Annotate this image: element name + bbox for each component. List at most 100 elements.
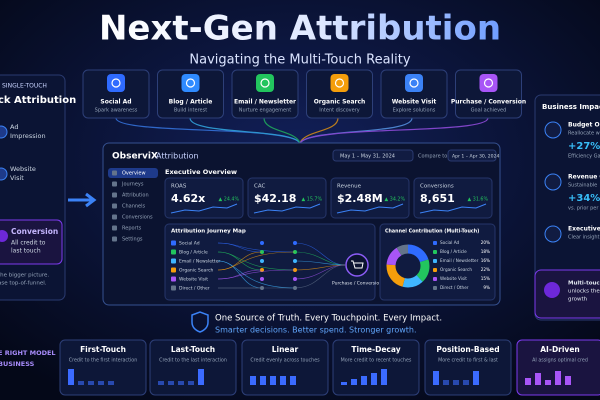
channel-dot bbox=[171, 249, 176, 255]
nav-item: Reports bbox=[122, 226, 142, 232]
journey-link bbox=[217, 269, 296, 280]
callout-line: Multi-touch bbox=[568, 281, 600, 287]
tagline-sub: Smarter decisions. Better spend. Stronge… bbox=[215, 326, 417, 335]
touchpoint-title: Website Visit bbox=[392, 99, 437, 106]
nav-item: Channels bbox=[122, 204, 146, 210]
icon-glyph bbox=[260, 78, 270, 88]
journey-node bbox=[260, 277, 264, 281]
channel-dot bbox=[171, 285, 176, 291]
model-sub: Credit to the first interaction bbox=[69, 358, 138, 364]
conversion-box bbox=[0, 219, 63, 265]
impact-callout bbox=[534, 269, 600, 319]
touchpoint-icon bbox=[405, 74, 423, 92]
impact-item-title: Executive bbox=[568, 226, 600, 233]
nav-icon bbox=[112, 236, 117, 242]
touchpoint-card bbox=[455, 69, 522, 119]
journey-title: Attribution Journey Map bbox=[171, 229, 246, 235]
kpi-change: ▲ 34.2% bbox=[385, 197, 406, 203]
kpi-label: Revenue bbox=[337, 184, 362, 190]
step-icon bbox=[0, 125, 8, 139]
impact-icon bbox=[544, 121, 562, 139]
sparkline bbox=[253, 203, 321, 214]
touchpoint-sub: Nurture engagement bbox=[239, 108, 292, 114]
donut-segment bbox=[386, 244, 430, 288]
nav-icon bbox=[112, 181, 117, 187]
impact-item-title: Revenue G bbox=[568, 174, 600, 181]
journey-link bbox=[217, 242, 296, 253]
impact-item-sub: Reallocate w bbox=[568, 131, 600, 137]
legend-label: Email / Newsletter bbox=[440, 258, 479, 263]
kpi-value: $42.18 bbox=[254, 192, 296, 205]
tagline-main: One Source of Truth. Every Touchpoint. E… bbox=[215, 314, 442, 324]
icon-glyph bbox=[334, 78, 345, 88]
touchpoint-card bbox=[82, 69, 150, 119]
legend-label: Website Visit bbox=[440, 276, 467, 281]
section-title: Executive Overview bbox=[165, 168, 237, 176]
subtitle: Navigating the Multi-Touch Reality bbox=[189, 53, 410, 68]
impact-stat-sub: vs. prior per bbox=[568, 206, 599, 212]
icon-glyph bbox=[111, 78, 121, 88]
donut-segment bbox=[386, 244, 430, 288]
callout-line: unlocks the bbox=[568, 289, 600, 295]
touchpoint-card bbox=[231, 69, 299, 119]
channel-label: Direct / Other bbox=[179, 286, 210, 292]
models-heading: BUSINESS bbox=[0, 360, 35, 368]
impact-stat: +34% bbox=[568, 193, 600, 204]
impact-icon bbox=[544, 225, 562, 243]
icon-glyph bbox=[483, 78, 494, 88]
compare-label: Compare to bbox=[418, 154, 447, 160]
target-node bbox=[345, 253, 369, 277]
note: ase top-of-funnel. bbox=[0, 281, 47, 287]
kpi-label: CAC bbox=[254, 184, 266, 190]
title: Next-Gen Attribution bbox=[99, 9, 501, 49]
legend-dot bbox=[433, 286, 437, 290]
callout-icon bbox=[544, 282, 560, 298]
brand: ObserviX bbox=[112, 152, 158, 162]
step-icon bbox=[0, 167, 8, 181]
channel-dot bbox=[171, 258, 176, 264]
shield-icon bbox=[191, 311, 209, 333]
legend-dot bbox=[433, 268, 437, 272]
contribution-title: Channel Contribution (Multi-Touch) bbox=[385, 229, 479, 235]
model-title: AI-Driven bbox=[540, 345, 580, 354]
impact-stat: +27% bbox=[568, 141, 600, 152]
touchpoint-card bbox=[380, 69, 448, 119]
sparkline bbox=[170, 203, 238, 214]
kpi-value: 8,651 bbox=[420, 192, 455, 205]
model-sub: AI assigns optimal cred bbox=[532, 358, 588, 364]
conversion-icon bbox=[0, 230, 8, 242]
nav-item: Journeys bbox=[121, 182, 144, 188]
legend-value: 20% bbox=[481, 240, 490, 245]
touchpoint-icon bbox=[256, 74, 274, 92]
model-sub: More credit to first & last bbox=[438, 358, 498, 364]
legend-value: 16% bbox=[481, 258, 490, 263]
journey-node bbox=[260, 241, 264, 245]
impact-panel bbox=[534, 94, 600, 321]
touchpoint-icon bbox=[107, 74, 125, 92]
impact-item-title: Budget Op bbox=[568, 122, 600, 129]
channel-label: Organic Search bbox=[179, 268, 214, 274]
channel-label: Website Visit bbox=[179, 277, 208, 283]
touchpoint-sub: Spark awareness bbox=[95, 108, 138, 114]
impact-title: Business Impact bbox=[542, 103, 600, 111]
legend-dot bbox=[433, 250, 437, 254]
target-label: Purchase / Conversion bbox=[332, 281, 382, 287]
models-heading: E RIGHT MODEL bbox=[0, 349, 56, 357]
product: Attribution bbox=[156, 152, 199, 161]
eyebrow: SINGLE-TOUCH bbox=[2, 83, 47, 90]
kpi-label: ROAS bbox=[171, 184, 187, 190]
compare-box bbox=[447, 149, 497, 162]
impact-item-sub: Clear insight bbox=[568, 235, 600, 241]
icon-glyph bbox=[409, 78, 419, 88]
model-bars bbox=[68, 369, 571, 385]
legend-value: 15% bbox=[481, 276, 490, 281]
nav-item: Overview bbox=[122, 171, 146, 177]
conversion-text: All credit to bbox=[11, 240, 46, 247]
kpi-change: ▲ 15.7% bbox=[302, 197, 323, 203]
model-sub: More credit to recent touches bbox=[341, 358, 412, 364]
kpi-change: ▲ 31.6% bbox=[468, 197, 489, 203]
donut-segment bbox=[386, 244, 430, 288]
legend-value: 22% bbox=[481, 267, 490, 272]
touchpoint-sub: Intent discovery bbox=[319, 108, 359, 114]
